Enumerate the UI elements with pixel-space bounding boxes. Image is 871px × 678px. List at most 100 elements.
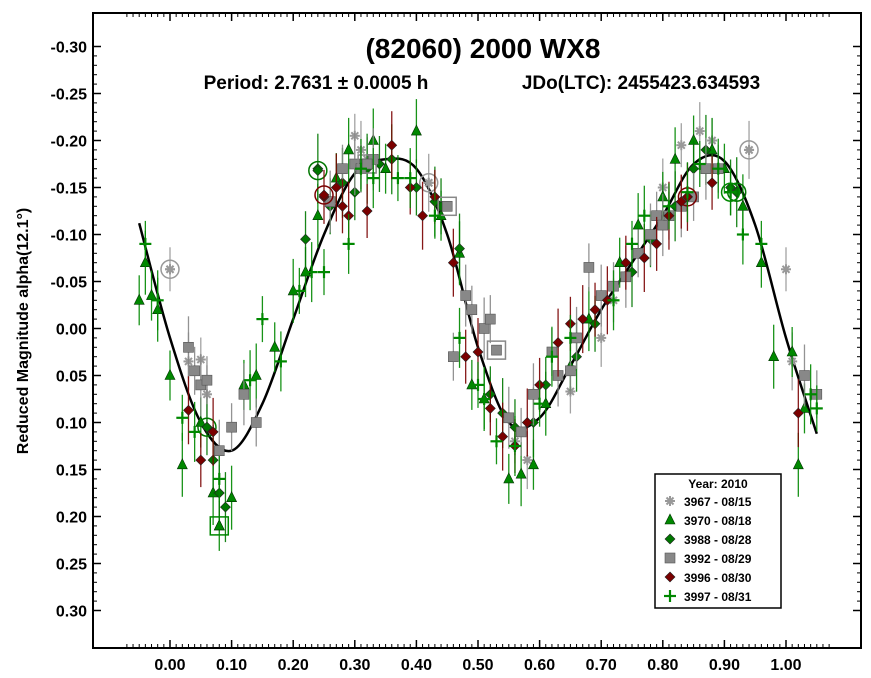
- legend-entry-4: 3996 - 08/30: [664, 571, 752, 585]
- data-point: [700, 137, 712, 200]
- x-tick-label: 0.70: [586, 657, 617, 674]
- data-point: [417, 181, 428, 250]
- data-point: [540, 356, 552, 413]
- fit-curve: [137, 153, 818, 453]
- data-point: [367, 148, 380, 209]
- data-point: [201, 356, 213, 405]
- data-point: [657, 194, 669, 257]
- data-point: [448, 332, 459, 381]
- highlight-point: [314, 185, 334, 205]
- data-point: [454, 213, 465, 284]
- y-tick-label: -0.15: [51, 181, 88, 198]
- y-tick-label: -0.20: [51, 134, 88, 151]
- y-axis-label: Reduced Magnitude alpha(12.1°): [15, 208, 32, 454]
- data-point: [601, 266, 613, 335]
- data-point: [226, 403, 237, 452]
- data-point: [768, 324, 780, 389]
- x-tick-label: 0.40: [401, 657, 432, 674]
- data-point: [342, 213, 355, 274]
- data-point: [250, 398, 262, 447]
- legend-label: 3970 - 08/18: [684, 514, 752, 528]
- data-point: [428, 192, 441, 239]
- y-tick-label: -0.25: [51, 87, 88, 104]
- legend-box: [654, 473, 782, 609]
- y-tick-label: 0.00: [56, 322, 87, 339]
- data-point: [220, 472, 231, 543]
- data-point: [250, 343, 262, 408]
- legend-label: 3997 - 08/31: [684, 590, 752, 604]
- chart-subtitle-period: Period: 2.7631 ± 0.0005 h: [204, 73, 429, 94]
- data-point: [736, 204, 749, 265]
- legend-title: Year: 2010: [688, 477, 748, 491]
- highlight-point: [739, 140, 759, 160]
- y-tick-label: 0.25: [56, 557, 87, 574]
- x-tick-label: 0.60: [524, 657, 555, 674]
- data-point: [361, 184, 373, 238]
- legend-entry-5: 3997 - 08/31: [664, 590, 752, 604]
- data-point: [256, 296, 269, 343]
- legend-label: 3988 - 08/28: [684, 533, 752, 547]
- data-point: [404, 148, 417, 209]
- data-point: [189, 346, 200, 395]
- data-point: [330, 153, 342, 222]
- data-point: [300, 211, 311, 268]
- data-point: [712, 138, 725, 199]
- data-point: [508, 416, 521, 476]
- data-point: [305, 242, 318, 303]
- data-point: [337, 179, 348, 234]
- y-tick-label: -0.10: [51, 228, 88, 245]
- highlight-point: [197, 417, 217, 437]
- data-point: [638, 185, 651, 246]
- data-point: [176, 432, 188, 497]
- x-tick-label: 1.00: [770, 657, 801, 674]
- chart-subtitle-epoch: JDo(LTC): 2455423.634593: [522, 73, 760, 94]
- highlight-point: [720, 182, 741, 202]
- data-point: [188, 401, 201, 462]
- x-tick-label: 0.50: [462, 657, 493, 674]
- data-point: [183, 376, 194, 445]
- highlight-point: [486, 340, 507, 360]
- data-point: [226, 465, 238, 530]
- x-tick-label: 0.10: [216, 657, 247, 674]
- data-point: [503, 386, 515, 449]
- legend-label: 3996 - 08/30: [684, 571, 752, 585]
- data-point: [810, 385, 823, 432]
- data-point: [804, 364, 817, 425]
- data-point: [238, 363, 250, 426]
- y-tick-label: -0.30: [51, 40, 88, 57]
- y-tick-label: 0.15: [56, 463, 87, 480]
- data-point: [460, 329, 472, 384]
- data-point: [552, 308, 564, 377]
- data-point: [632, 229, 644, 278]
- data-points-layer: [133, 99, 823, 551]
- data-point: [466, 285, 478, 334]
- data-point: [410, 99, 422, 164]
- legend-entry-2: 3988 - 08/28: [664, 533, 752, 547]
- data-point: [645, 203, 656, 266]
- data-point: [386, 111, 398, 180]
- axes: -0.30 -0.25 -0.20 -0.15 -0.10 -0.05 0.00 0.05 0.…: [51, 13, 861, 674]
- data-point: [478, 369, 491, 429]
- y-tick-label: 0.20: [56, 510, 87, 527]
- highlight-point: [160, 259, 180, 280]
- data-point: [164, 350, 176, 401]
- data-point: [693, 141, 706, 187]
- data-point: [515, 407, 527, 456]
- highlight-point: [357, 154, 377, 174]
- data-point: [472, 361, 484, 408]
- legend-entry-1: 3970 - 08/18: [664, 513, 752, 528]
- data-point: [146, 270, 158, 321]
- data-point: [521, 388, 533, 457]
- data-point: [343, 117, 355, 182]
- y-tick-label: 0.30: [56, 604, 87, 621]
- fit-curve-layer: [137, 153, 818, 453]
- data-point: [354, 145, 367, 192]
- data-point: [595, 264, 607, 327]
- y-tick-label: 0.05: [56, 369, 87, 386]
- y-tick-label: -0.05: [51, 275, 88, 292]
- data-point: [533, 380, 546, 427]
- series-5: [139, 138, 823, 502]
- data-point: [484, 381, 496, 436]
- data-point: [503, 453, 515, 504]
